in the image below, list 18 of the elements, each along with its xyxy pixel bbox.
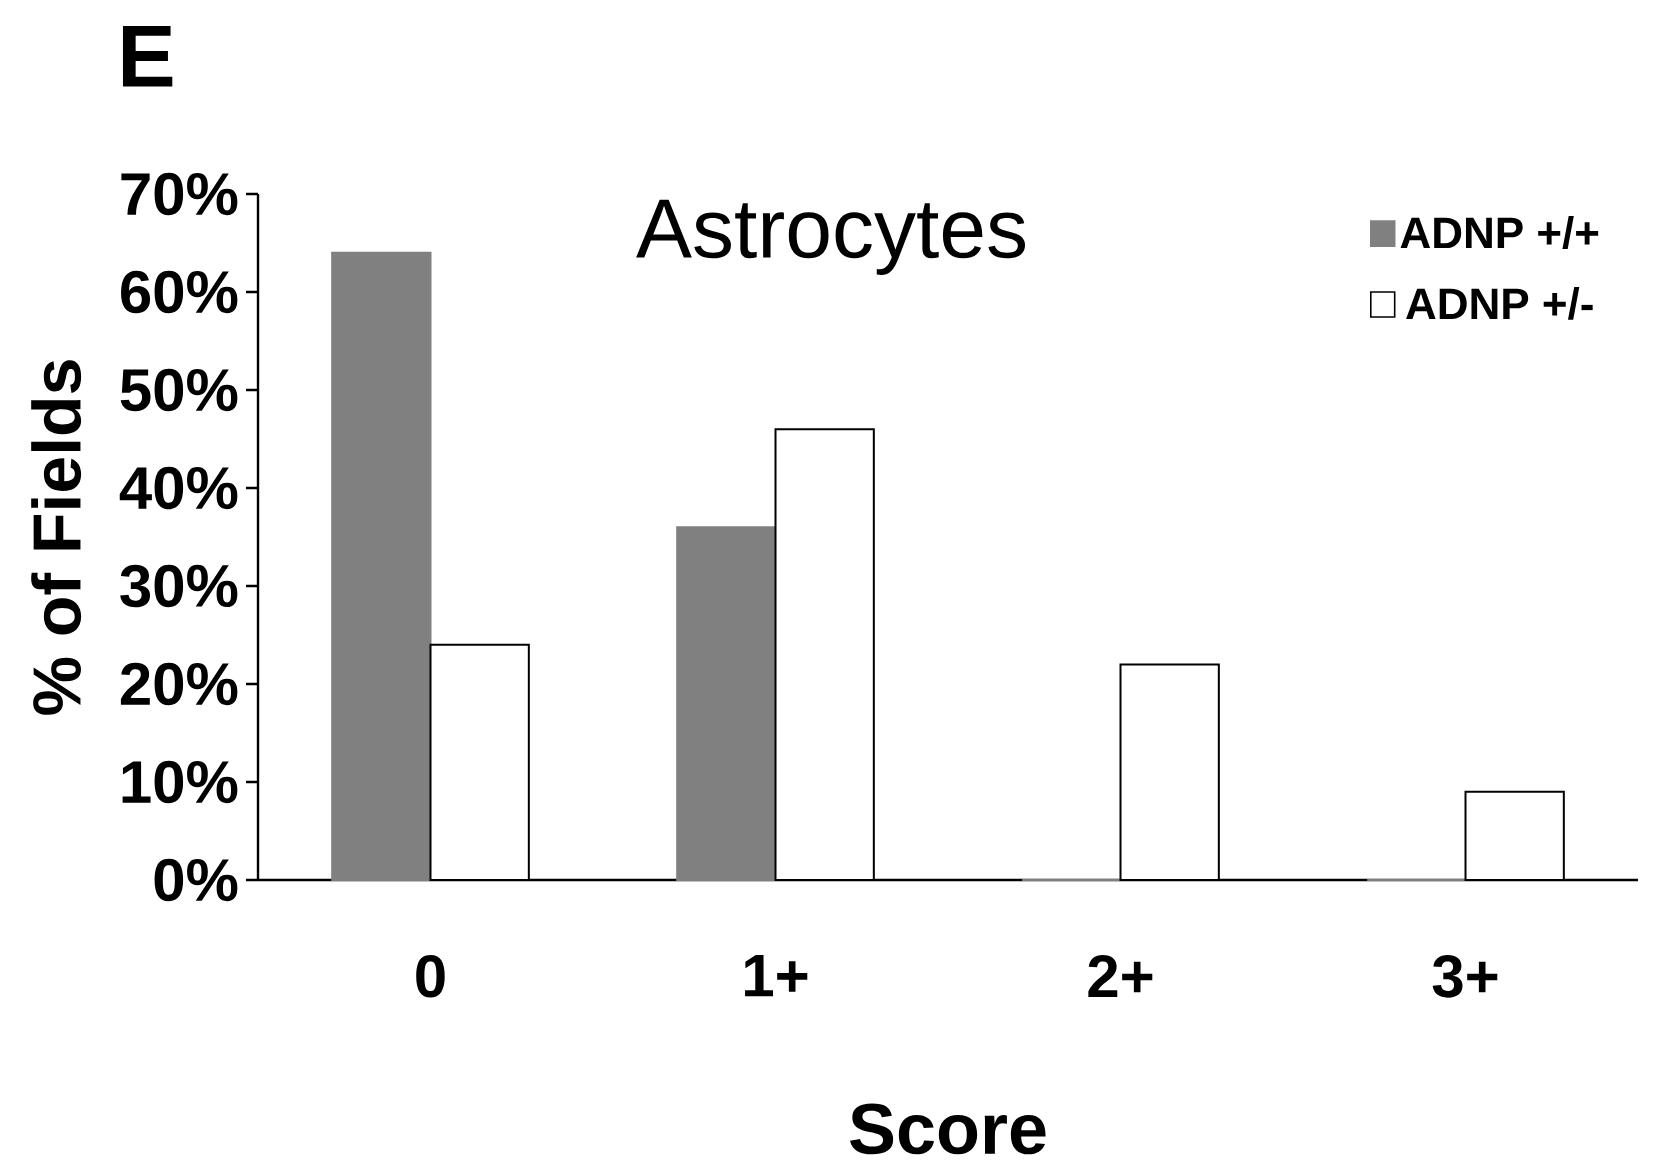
legend-label: ADNP +/- [1406, 287, 1593, 320]
x-tick-label: 2+ [1088, 955, 1153, 997]
y-tick-label: 60% [121, 270, 238, 314]
x-tick-label: 0 [416, 955, 445, 998]
y-tick-label: 0% [154, 858, 238, 902]
x-tick-label: 1+ [745, 955, 808, 997]
x-tick-label: 3+ [1432, 955, 1498, 998]
y-tick-label: 10% [122, 760, 238, 804]
y-tick-label: 70% [121, 172, 238, 216]
y-tick-label: 40% [119, 466, 238, 510]
x-axis-title: Score [850, 1103, 1046, 1155]
legend-label: ADNP +/+ [1400, 216, 1599, 249]
text: E [122, 26, 173, 87]
y-tick-label: 50% [120, 368, 238, 412]
y-tick-label: 30% [120, 564, 238, 608]
y-tick-label: 20% [120, 662, 238, 706]
chart-title: Astrocytes [636, 199, 1026, 275]
y-axis-title: % of Fields [31, 360, 82, 715]
